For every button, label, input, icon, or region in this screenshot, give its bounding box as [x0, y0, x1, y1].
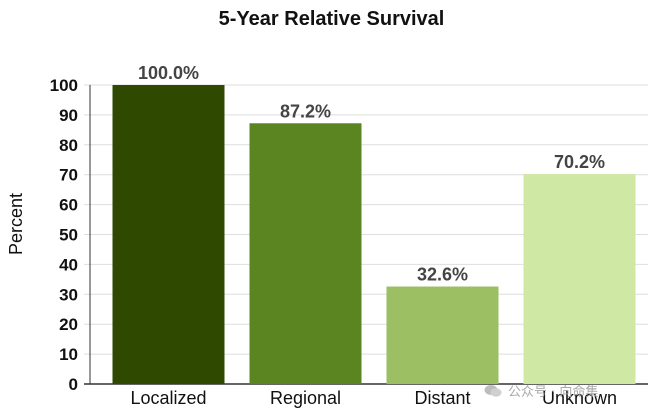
- y-tick-label: 40: [59, 255, 78, 274]
- chart-title: 5-Year Relative Survival: [218, 8, 445, 30]
- y-tick-label: 20: [59, 315, 78, 334]
- bar-localized: [112, 85, 225, 384]
- data-label: 100.0%: [138, 63, 199, 83]
- y-tick-label: 90: [59, 106, 78, 125]
- bar-distant: [386, 286, 499, 384]
- bar-unknown: [523, 174, 636, 384]
- y-tick-label: 60: [59, 196, 78, 215]
- y-axis-label: Percent: [6, 193, 26, 255]
- watermark-text: 公众号 · 向命集: [508, 385, 599, 400]
- bar-regional: [249, 123, 362, 384]
- y-tick-label: 100: [50, 76, 78, 95]
- y-tick-labels: 0 10 20 30 40 50 60 70 80 90 100: [50, 76, 78, 394]
- watermark: 公众号 · 向命集: [484, 381, 598, 400]
- x-tick-label: Regional: [270, 388, 341, 408]
- data-label: 32.6%: [417, 265, 468, 285]
- x-tick-label: Unknown: [542, 388, 617, 408]
- y-tick-label: 70: [59, 166, 78, 185]
- y-tick-label: 30: [59, 285, 78, 304]
- value-labels: 100.0% 87.2% 32.6% 70.2%: [138, 63, 605, 285]
- bars: [112, 85, 636, 384]
- y-tick-label: 0: [69, 375, 78, 394]
- x-tick-label: Distant: [414, 388, 470, 408]
- y-tick-label: 80: [59, 136, 78, 155]
- x-tick-labels: Localized Regional Distant Unknown: [130, 388, 617, 408]
- y-tick-label: 50: [59, 226, 78, 245]
- y-tick-label: 10: [59, 345, 78, 364]
- data-label: 87.2%: [280, 101, 331, 121]
- x-tick-label: Localized: [130, 388, 206, 408]
- wechat-icon: [484, 385, 502, 397]
- data-label: 70.2%: [554, 152, 605, 172]
